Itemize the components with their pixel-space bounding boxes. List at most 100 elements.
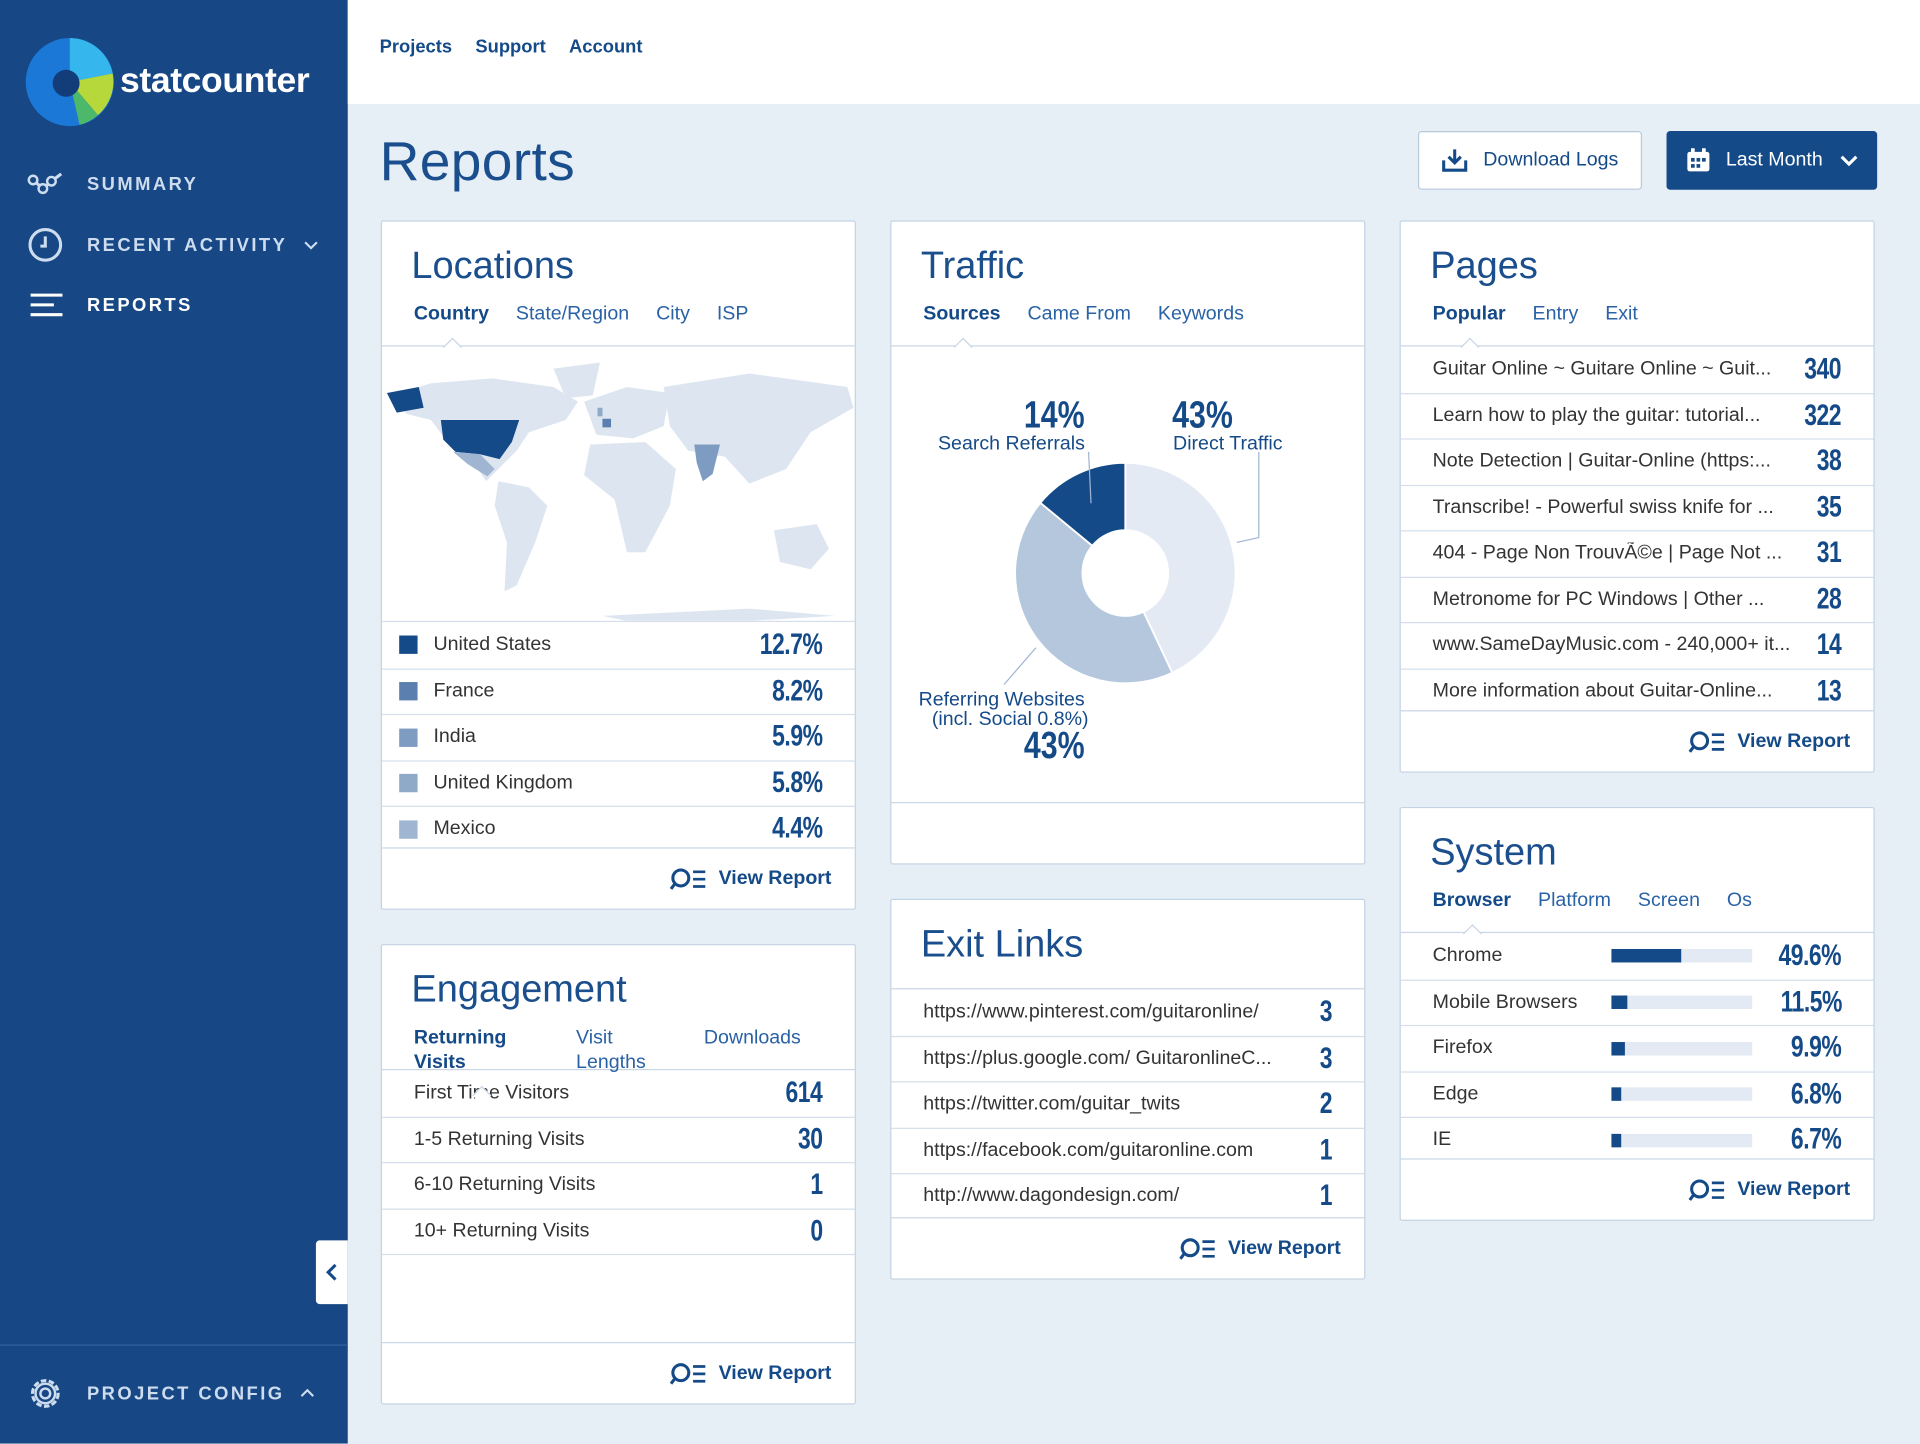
exit-count: 3 [1319, 995, 1333, 1029]
nav-project-config[interactable]: PROJECT CONFIG [27, 1375, 337, 1412]
card-title: Exit Links [920, 922, 1084, 965]
view-report-icon [1178, 1237, 1215, 1260]
tab[interactable]: ISP [716, 303, 749, 325]
row: France 8.2% [382, 667, 855, 714]
page-title: More information about Guitar-Online... [1432, 680, 1773, 702]
tab[interactable]: Exit [1605, 303, 1638, 325]
location-share: 5.9% [772, 720, 824, 754]
tab[interactable]: Returning Visits [411, 1026, 551, 1095]
exit-url[interactable]: https://twitter.com/guitar_twits [923, 1093, 1181, 1115]
view-report[interactable]: View Report [669, 849, 832, 909]
nav-recent-activity[interactable]: RECENT ACTIVITY [27, 227, 340, 264]
gear-icon [30, 1379, 60, 1408]
view-report[interactable]: View Report [1688, 711, 1850, 771]
value-cell: 6.7% [1752, 1123, 1842, 1157]
tab[interactable]: City [656, 303, 690, 325]
icon-part [1178, 1252, 1186, 1260]
tab[interactable]: State/Region [515, 303, 630, 325]
card: Locations Country State/Region City ISP Unite… [380, 220, 856, 910]
page-title: Note Detection | Guitar-Online (https:..… [1432, 450, 1771, 472]
icon-part [669, 882, 676, 890]
region-france [602, 418, 612, 428]
page-title: Metronome for PC Windows | Other ... [1432, 588, 1765, 610]
tab[interactable]: Entry [1532, 303, 1579, 325]
card-title: Traffic [920, 243, 1025, 287]
location-name: United States [433, 633, 552, 655]
tab[interactable]: Platform [1537, 890, 1611, 912]
visit-count: 614 [786, 1076, 823, 1110]
reports-icon [30, 293, 63, 317]
nav-summary[interactable]: SUMMARY [27, 165, 198, 202]
land [494, 481, 548, 592]
card-footer [891, 802, 1365, 864]
bar [1611, 949, 1682, 963]
card: System Browser Platform Screen Os Chrome 49.6%… [1399, 806, 1875, 1221]
card: Engagement Returning Visits Visit Lengths D… [380, 944, 856, 1405]
download-logs-button[interactable]: Download Logs [1417, 131, 1643, 190]
row: Guitar Online ~ Guitare Online ~ Guit...… [1401, 347, 1874, 393]
card-header: System Browser Platform Screen Os [1400, 808, 1874, 934]
exit-count: 2 [1319, 1087, 1333, 1121]
view-report[interactable]: View Report [1688, 1160, 1850, 1220]
browser-name: Firefox [1432, 1037, 1493, 1059]
collapse-sidebar[interactable] [315, 1240, 348, 1305]
rows: Chrome 49.6% Mobile Browsers 11.5% Firefox 9.… [1400, 933, 1874, 1163]
page-title: Reports [379, 129, 576, 193]
top-link[interactable]: Projects [379, 36, 453, 58]
bar-track [1611, 995, 1753, 1010]
tab[interactable]: Popular [1430, 302, 1508, 346]
page-views: 13 [1817, 674, 1842, 708]
legend-swatch [399, 728, 418, 747]
visit-count: 0 [810, 1214, 824, 1248]
tab[interactable]: Os [1726, 890, 1752, 912]
view-report-label: View Report [718, 867, 832, 889]
tab[interactable]: Visit Lengths [576, 1027, 646, 1073]
card-title: Pages [1430, 243, 1538, 287]
segment-label: Direct Traffic [1173, 433, 1283, 455]
tab[interactable]: Screen [1637, 890, 1700, 912]
visit-type: 1-5 Returning Visits [413, 1128, 585, 1150]
rows: Guitar Online ~ Guitare Online ~ Guit...… [1400, 347, 1874, 714]
row: IE 6.7% [1400, 1116, 1874, 1163]
top-link[interactable]: Support [475, 36, 546, 58]
land [553, 362, 601, 398]
view-report-label: View Report [1737, 730, 1851, 752]
bar [1611, 1133, 1621, 1148]
tabs: Returning Visits Visit Lengths Downloads [411, 1026, 825, 1095]
exit-url[interactable]: https://facebook.com/guitaronline.com [923, 1139, 1254, 1161]
tab[interactable]: Browser [1430, 889, 1513, 933]
land [663, 373, 854, 484]
exit-url[interactable]: https://www.pinterest.com/guitaronline/ [923, 1001, 1259, 1023]
tab[interactable]: Came From [1027, 303, 1131, 325]
exit-url[interactable]: https://plus.google.com/ GuitaronlineC..… [923, 1047, 1272, 1069]
value-cell: 49.6% [1752, 938, 1842, 973]
region-mexico [453, 451, 495, 477]
exit-url[interactable]: http://www.dagondesign.com/ [923, 1185, 1180, 1207]
nav-reports[interactable]: REPORTS [27, 287, 193, 324]
tab[interactable]: Downloads [703, 1027, 801, 1049]
tab[interactable]: Sources [921, 302, 1003, 346]
tab[interactable]: Country [411, 302, 491, 346]
button-label: Download Logs [1483, 149, 1619, 171]
logo [25, 37, 114, 127]
view-report[interactable]: View Report [1178, 1218, 1341, 1278]
top-link[interactable]: Account [569, 36, 643, 58]
land [584, 386, 670, 439]
card-footer: View Report [382, 1342, 855, 1404]
icon-part [1688, 1193, 1695, 1201]
location-name: India [433, 726, 476, 748]
tabs: Popular Entry Exit [1430, 302, 1844, 346]
tab[interactable]: Keywords [1157, 303, 1244, 325]
visit-count: 1 [810, 1168, 824, 1202]
row: https://plus.google.com/ GuitaronlineC..… [891, 1035, 1365, 1081]
legend-swatch [399, 820, 418, 839]
card-footer: View Report [1400, 710, 1874, 772]
value-cell: 9.9% [1752, 1031, 1842, 1065]
date-range-button[interactable]: Last Month [1666, 131, 1878, 190]
page-title: 404 - Page Non TrouvÃ©e | Page Not ... [1432, 542, 1783, 564]
icon-part [671, 867, 691, 887]
view-report[interactable]: View Report [669, 1343, 831, 1403]
nav-label: REPORTS [86, 294, 193, 316]
browser-share: 49.6% [1779, 938, 1842, 972]
